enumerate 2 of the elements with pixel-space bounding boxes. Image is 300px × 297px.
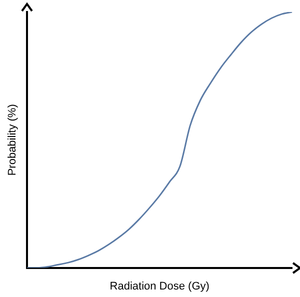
y-axis-title: Probability (%) [6,104,19,176]
x-axis-title: Radiation Dose (Gy) [110,280,210,292]
